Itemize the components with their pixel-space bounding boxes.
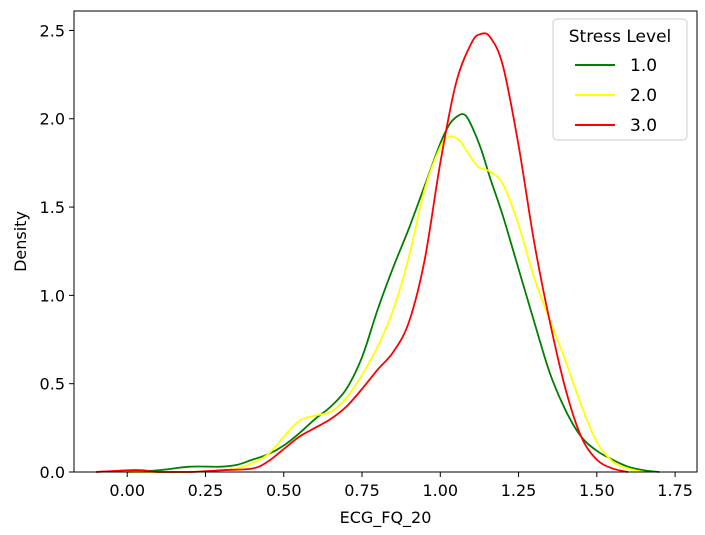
series-line-2.0: [127, 135, 644, 473]
y-tick-label: 1.5: [40, 198, 65, 217]
x-axis-ticks: 0.00 0.25 0.50 0.75 1.00 1.25 1.50 1.75: [109, 472, 693, 500]
y-tick-label: 0.5: [40, 375, 65, 394]
series-line-1.0: [127, 113, 660, 473]
legend-label-2.0: 2.0: [630, 86, 657, 106]
x-tick-label: 0.75: [344, 481, 380, 500]
legend-label-1.0: 1.0: [630, 56, 657, 76]
x-tick-label: 1.00: [422, 481, 458, 500]
x-axis-label: ECG_FQ_20: [340, 508, 432, 528]
y-tick-label: 2.0: [40, 110, 65, 129]
x-tick-label: 0.00: [109, 481, 145, 500]
y-tick-label: 0.0: [40, 463, 65, 482]
y-axis-ticks: 0.0 0.5 1.0 1.5 2.0 2.5: [40, 21, 74, 482]
legend-box: [552, 18, 688, 141]
series-line-3.0: [95, 32, 629, 473]
y-tick-label: 2.5: [40, 21, 65, 40]
x-tick-label: 0.25: [188, 481, 224, 500]
legend-entries: 1.0 2.0 3.0: [575, 56, 657, 136]
y-tick-label: 1.0: [40, 286, 65, 305]
x-tick-label: 1.75: [657, 481, 693, 500]
legend-title: Stress Level: [569, 27, 672, 47]
x-tick-label: 0.50: [266, 481, 302, 500]
legend-label-3.0: 3.0: [630, 116, 657, 136]
y-axis-label: Density: [11, 211, 30, 272]
series-layer: [95, 32, 660, 473]
plot-frame: [73, 10, 698, 473]
legend: Stress Level 1.0 2.0 3.0: [552, 18, 688, 141]
x-tick-label: 1.25: [501, 481, 537, 500]
x-tick-label: 1.50: [579, 481, 615, 500]
